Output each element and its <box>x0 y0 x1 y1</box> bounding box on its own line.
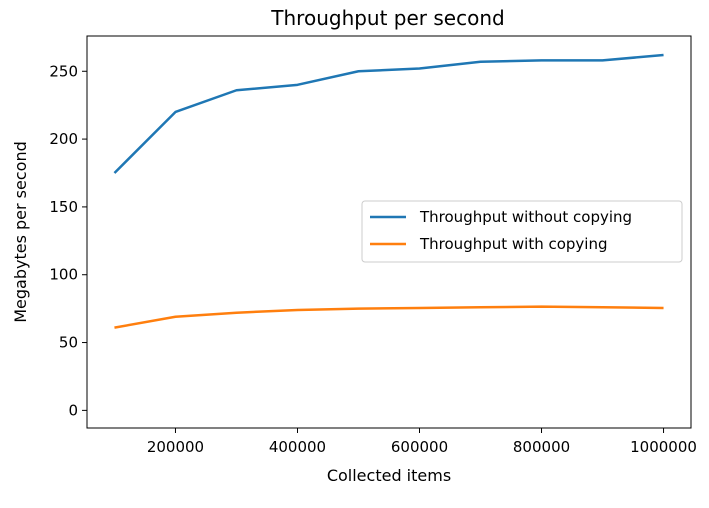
y-tick-label: 50 <box>59 334 78 352</box>
y-tick-label: 150 <box>49 198 78 216</box>
chart-title: Throughput per second <box>270 6 504 30</box>
y-tick-label: 200 <box>49 130 78 148</box>
x-tick-label: 200000 <box>147 438 204 456</box>
y-axis-label: Megabytes per second <box>11 141 30 323</box>
x-axis: 200000 400000 600000 800000 1000000 <box>147 428 697 456</box>
legend-box <box>361 200 683 263</box>
legend-label-1: Throughput with copying <box>419 235 608 253</box>
y-tick-label: 0 <box>68 401 78 419</box>
series-line-1 <box>114 305 664 329</box>
series-layer <box>113 53 664 329</box>
plot-frame <box>86 35 692 429</box>
x-axis-label: Collected items <box>327 466 451 485</box>
legend: Throughput without copying Throughput wit… <box>361 200 683 263</box>
y-tick-label: 100 <box>49 266 78 284</box>
y-axis: 0 50 100 150 200 250 <box>49 62 87 419</box>
y-tick-label: 250 <box>49 62 78 80</box>
x-tick-label: 1000000 <box>630 438 697 456</box>
legend-label-0: Throughput without copying <box>419 208 632 226</box>
series-line-0 <box>113 53 664 174</box>
x-tick-label: 400000 <box>269 438 326 456</box>
x-tick-label: 600000 <box>391 438 448 456</box>
x-tick-label: 800000 <box>513 438 570 456</box>
